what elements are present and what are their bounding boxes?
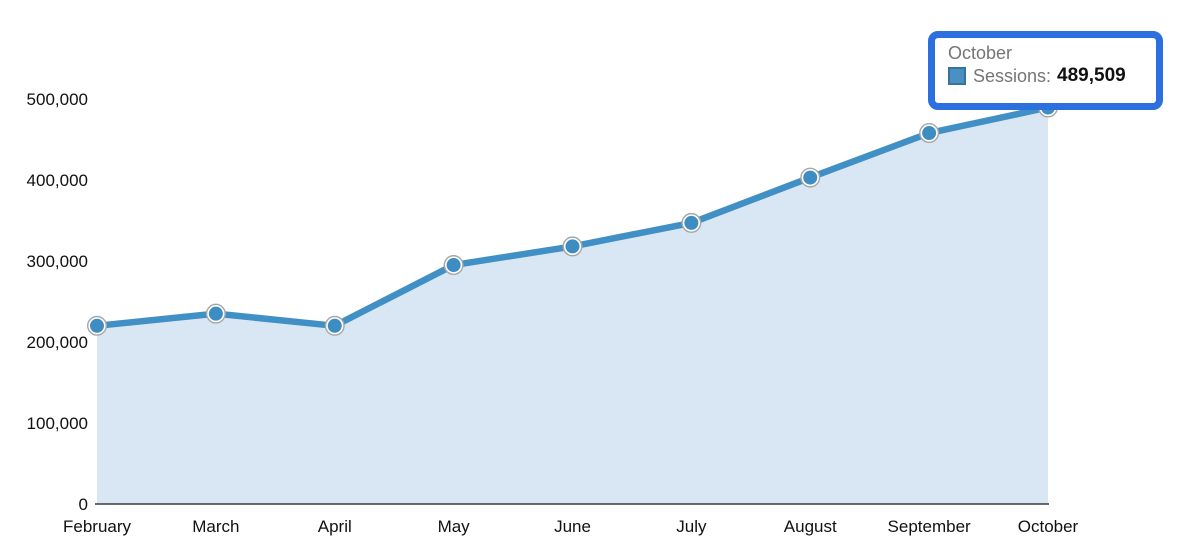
data-point-marker[interactable] (324, 315, 345, 336)
data-point-marker[interactable] (443, 255, 464, 276)
x-axis-month-label: August (784, 517, 837, 536)
x-axis-month-label: July (676, 517, 707, 536)
tooltip-series-label: Sessions: (973, 65, 1052, 86)
x-axis-month-label: September (888, 517, 971, 536)
area-fill (97, 107, 1048, 504)
series-color-swatch (948, 66, 966, 85)
y-axis-tick-label: 400,000 (27, 171, 88, 190)
tooltip-series-row: Sessions: 489,509 (948, 66, 1148, 85)
y-axis-tick-label: 100,000 (27, 414, 88, 433)
data-point-marker[interactable] (800, 167, 821, 188)
data-point-marker[interactable] (562, 236, 583, 257)
x-axis-month-label: February (63, 517, 132, 536)
x-axis-month-label: May (438, 517, 471, 536)
hover-tooltip: October Sessions: 489,509 (928, 31, 1163, 110)
y-axis-tick-label: 300,000 (27, 252, 88, 271)
data-point-marker[interactable] (86, 315, 107, 336)
x-axis-month-label: October (1018, 517, 1079, 536)
data-point-marker[interactable] (681, 212, 702, 233)
x-axis-month-label: March (192, 517, 239, 536)
x-axis-month-label: June (554, 517, 591, 536)
data-point-marker[interactable] (919, 123, 940, 144)
data-point-marker[interactable] (205, 303, 226, 324)
y-axis-tick-label: 500,000 (27, 90, 88, 109)
tooltip-month-label: October (948, 43, 1013, 63)
y-axis-tick-label: 0 (79, 495, 88, 514)
y-axis-tick-label: 200,000 (27, 333, 88, 352)
x-axis-month-label: April (318, 517, 352, 536)
tooltip-value: 489,509 (1057, 65, 1126, 86)
